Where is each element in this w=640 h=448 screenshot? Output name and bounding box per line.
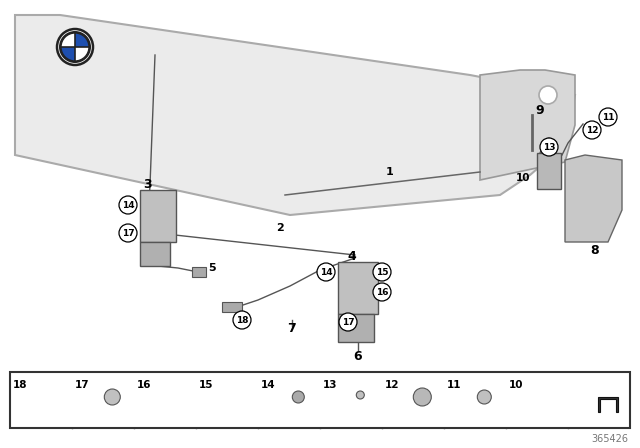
Circle shape bbox=[119, 224, 137, 242]
Text: 7: 7 bbox=[287, 322, 296, 335]
Bar bbox=[192, 267, 206, 277]
Text: 14: 14 bbox=[261, 380, 276, 390]
Circle shape bbox=[599, 108, 617, 126]
Text: 13: 13 bbox=[323, 380, 337, 390]
Circle shape bbox=[540, 138, 558, 156]
Wedge shape bbox=[75, 47, 89, 61]
Text: 16: 16 bbox=[137, 380, 152, 390]
Circle shape bbox=[119, 196, 137, 214]
Text: 13: 13 bbox=[543, 142, 556, 151]
Circle shape bbox=[356, 391, 364, 399]
Text: 9: 9 bbox=[536, 103, 544, 116]
Text: 16: 16 bbox=[376, 288, 388, 297]
Wedge shape bbox=[61, 47, 75, 61]
Text: 12: 12 bbox=[385, 380, 399, 390]
Bar bbox=[140, 242, 170, 266]
Circle shape bbox=[583, 121, 601, 139]
Circle shape bbox=[477, 390, 492, 404]
Text: 15: 15 bbox=[199, 380, 214, 390]
Circle shape bbox=[59, 31, 91, 63]
Text: 8: 8 bbox=[591, 244, 599, 257]
Bar bbox=[338, 262, 378, 314]
Text: 17: 17 bbox=[122, 228, 134, 237]
Bar bbox=[10, 372, 630, 428]
Circle shape bbox=[104, 389, 120, 405]
Text: 1: 1 bbox=[386, 167, 394, 177]
Polygon shape bbox=[15, 15, 575, 215]
Text: 15: 15 bbox=[376, 267, 388, 276]
Circle shape bbox=[57, 29, 93, 65]
Bar bbox=[222, 302, 242, 312]
Text: 3: 3 bbox=[144, 177, 152, 190]
Bar bbox=[140, 190, 176, 242]
Bar bbox=[338, 314, 374, 342]
Wedge shape bbox=[61, 33, 75, 47]
Circle shape bbox=[373, 283, 391, 301]
Text: 18: 18 bbox=[236, 315, 248, 324]
Circle shape bbox=[339, 313, 357, 331]
Bar bbox=[537, 153, 561, 189]
Polygon shape bbox=[480, 70, 575, 180]
Circle shape bbox=[539, 86, 557, 104]
Circle shape bbox=[317, 263, 335, 281]
Circle shape bbox=[233, 311, 251, 329]
Polygon shape bbox=[598, 397, 618, 412]
Wedge shape bbox=[75, 33, 89, 47]
Text: 6: 6 bbox=[354, 349, 362, 362]
Polygon shape bbox=[565, 155, 622, 242]
Circle shape bbox=[373, 263, 391, 281]
Circle shape bbox=[292, 391, 304, 403]
Text: 2: 2 bbox=[276, 223, 284, 233]
Text: 4: 4 bbox=[348, 250, 356, 263]
Text: 10: 10 bbox=[516, 173, 531, 183]
Text: 17: 17 bbox=[342, 318, 355, 327]
Text: 14: 14 bbox=[320, 267, 332, 276]
Text: 17: 17 bbox=[75, 380, 90, 390]
Text: 14: 14 bbox=[122, 201, 134, 210]
Text: 5: 5 bbox=[208, 263, 216, 273]
Circle shape bbox=[61, 33, 89, 61]
Text: 11: 11 bbox=[602, 112, 614, 121]
Text: 12: 12 bbox=[586, 125, 598, 134]
Circle shape bbox=[413, 388, 431, 406]
Text: 10: 10 bbox=[509, 380, 524, 390]
Text: 11: 11 bbox=[447, 380, 461, 390]
Text: 18: 18 bbox=[13, 380, 28, 390]
Text: 365426: 365426 bbox=[591, 434, 628, 444]
